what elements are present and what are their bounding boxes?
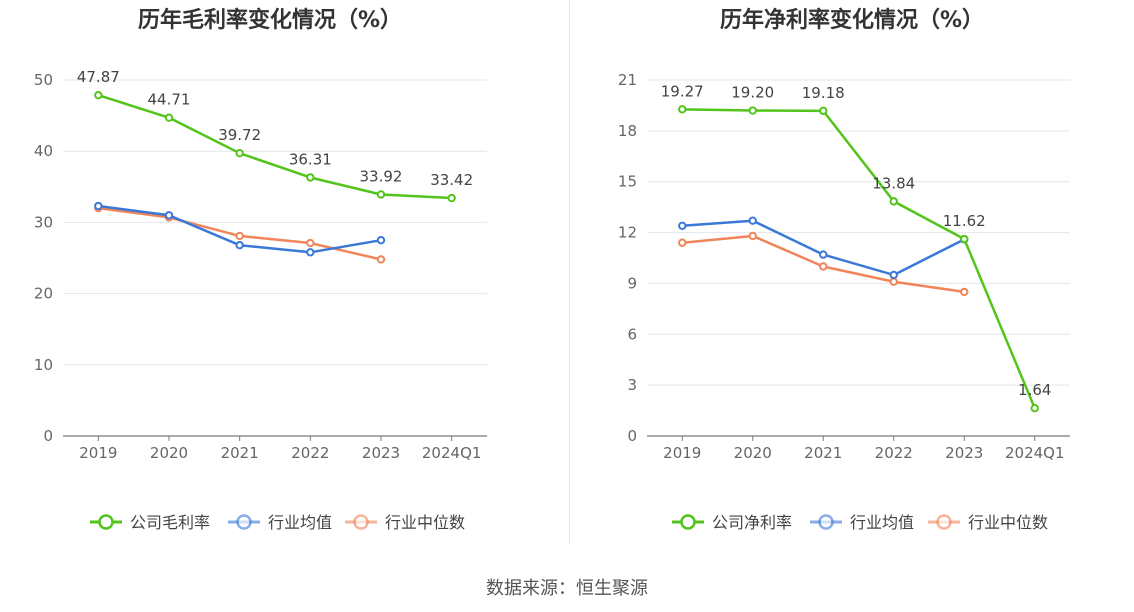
- chart2-legend-label-1: 公司净利率: [712, 513, 792, 532]
- chart2-data-point-1: [819, 106, 828, 116]
- chart2-data-point-3: [819, 262, 828, 271]
- chart2-legend-label-2: 行业均值: [850, 513, 914, 532]
- chart2-data-point-1: [748, 106, 757, 115]
- chart1-legend-label-2: 行业均值: [268, 513, 332, 532]
- chart2-legend-label-3: 行业中位数: [968, 513, 1048, 532]
- chart2-data-point-2: [889, 270, 898, 280]
- chart1-legend-marker-3: [353, 514, 369, 530]
- data-source: 数据来源：恒生聚源: [486, 578, 648, 599]
- chart2-legend-marker-1: [680, 514, 696, 530]
- chart1-data-point-1: [235, 148, 244, 158]
- chart2-data-point-1: [678, 105, 687, 114]
- chart2-data-point-2: [748, 216, 757, 225]
- chart2-data-point-3: [889, 277, 898, 286]
- chart2-y-tick-label: 0: [627, 427, 637, 445]
- chart1-y-tick-label: 20: [34, 285, 53, 303]
- chart1-y-tick-label: 40: [34, 142, 53, 160]
- chart1-data-label: 39.72: [218, 126, 261, 144]
- chart1-legend-label-3: 行业中位数: [385, 513, 465, 532]
- chart2-x-tick-label: 2020: [734, 444, 772, 462]
- chart1-legend-label-1: 公司毛利率: [130, 513, 210, 532]
- chart2-x-tick-label: 2022: [875, 444, 913, 462]
- chart2-data-point-3: [960, 287, 969, 297]
- chart1-data-label: 33.92: [360, 167, 403, 185]
- chart1-data-point-3: [376, 255, 386, 264]
- chart1-legend-marker-2: [236, 514, 252, 530]
- chart1-x-tick-label: 2023: [362, 444, 400, 462]
- chart1-data-point-1: [376, 190, 386, 199]
- chart1-data-label: 33.42: [430, 171, 473, 189]
- chart2-y-tick-label: 12: [618, 224, 637, 242]
- chart2-series-line-1: [682, 108, 1036, 409]
- chart1-data-point-1: [94, 90, 103, 100]
- chart2-y-tick-label: 9: [627, 274, 637, 292]
- chart1-data-label: 44.71: [148, 91, 191, 109]
- chart2-data-point-2: [819, 250, 828, 259]
- chart2-x-tick-label: 2024Q1: [1005, 444, 1065, 462]
- chart2-y-tick-label: 15: [618, 173, 637, 191]
- chart2-data-label: 11.62: [943, 212, 986, 230]
- chart2-legend-marker-3: [936, 514, 952, 530]
- chart2-data-point-3: [678, 238, 687, 247]
- chart2-data-point-2: [678, 221, 687, 230]
- chart1-y-tick-label: 10: [34, 356, 53, 374]
- chart2-data-label: 19.18: [802, 84, 845, 102]
- chart1-data-point-2: [376, 236, 386, 245]
- chart1-series-line-1: [97, 93, 452, 200]
- chart2-x-tick-label: 2021: [804, 444, 842, 462]
- chart1-x-tick-label: 2019: [79, 444, 117, 462]
- chart1-x-tick-label: 2022: [291, 444, 329, 462]
- chart1-data-point-2: [235, 240, 244, 250]
- chart2-data-label: 13.84: [872, 174, 915, 192]
- chart2-data-point-3: [748, 231, 757, 241]
- chart2-data-label: 19.27: [661, 82, 704, 100]
- chart1-data-point-1: [306, 173, 315, 182]
- chart1-data-label: 47.87: [77, 68, 120, 86]
- chart1-data-point-1: [164, 113, 174, 122]
- chart1-x-tick-label: 2020: [150, 444, 188, 462]
- chart1-y-tick-label: 0: [43, 427, 53, 445]
- chart2-data-label: 19.20: [731, 84, 774, 102]
- chart1-legend-marker-1: [98, 514, 114, 530]
- chart2-data-point-1: [960, 234, 969, 244]
- chart2-data-point-1: [889, 197, 898, 206]
- chart1-data-label: 36.31: [289, 150, 332, 168]
- chart1-data-point-1: [447, 193, 456, 203]
- chart1-data-point-2: [94, 201, 103, 211]
- chart2-x-tick-label: 2019: [663, 444, 701, 462]
- chart2-y-tick-label: 3: [627, 376, 637, 394]
- chart2-legend-marker-2: [818, 514, 834, 530]
- chart2-data-point-1: [1030, 403, 1039, 413]
- chart1-x-tick-label: 2021: [221, 444, 259, 462]
- chart-divider: [569, 0, 570, 545]
- chart2-y-tick-label: 21: [618, 71, 637, 89]
- chart1-x-tick-label: 2024Q1: [422, 444, 482, 462]
- chart2-data-label: 1.64: [1018, 381, 1051, 399]
- chart1-y-tick-label: 50: [34, 71, 53, 89]
- chart1-data-point-3: [306, 238, 315, 248]
- chart2-title: 历年净利率变化情况（%）: [720, 7, 984, 33]
- chart1-title: 历年毛利率变化情况（%）: [138, 7, 402, 33]
- chart1-y-tick-label: 30: [34, 213, 53, 231]
- chart2-y-tick-label: 18: [618, 122, 637, 140]
- chart2-y-tick-label: 6: [627, 325, 637, 343]
- chart2-x-tick-label: 2023: [945, 444, 983, 462]
- chart1-data-point-2: [164, 211, 174, 220]
- chart1-data-point-3: [235, 231, 244, 241]
- chart1-data-point-2: [306, 248, 315, 257]
